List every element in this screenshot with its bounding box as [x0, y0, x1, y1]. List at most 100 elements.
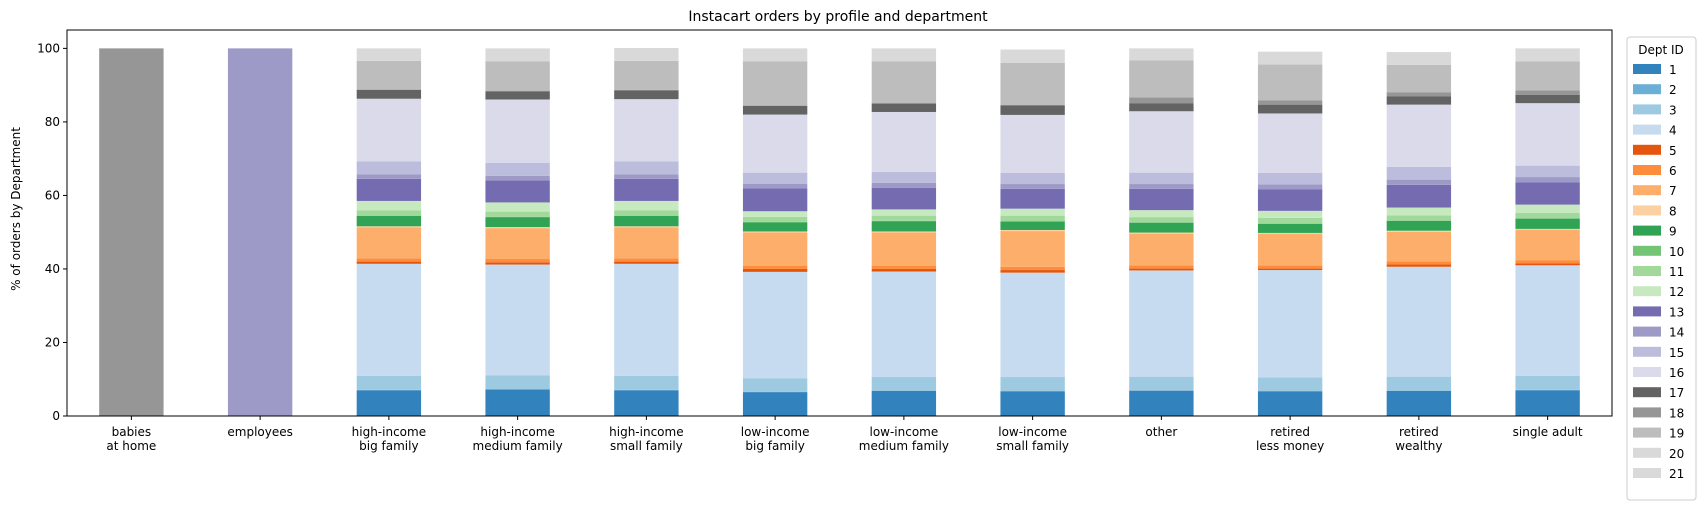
bar-segment-dept-17-cat-10	[1386, 96, 1452, 105]
bar-segment-dept-17-cat-5	[742, 105, 808, 115]
x-tick-label: employees	[227, 425, 292, 439]
x-tick-label: high-income medium family	[473, 425, 563, 453]
bar-segment-dept-19-cat-9	[1257, 64, 1323, 101]
bar-segment-dept-3-cat-6	[871, 377, 937, 391]
bar-segment-dept-20-cat-4	[614, 48, 679, 61]
bar-segment-dept-12-cat-9	[1257, 210, 1323, 218]
bar-segment-dept-11-cat-4	[614, 210, 679, 216]
legend-swatch-3	[1633, 104, 1661, 115]
bar-segment-dept-1-cat-3	[485, 389, 550, 416]
bar-segment-dept-17-cat-4	[614, 90, 679, 100]
x-tick-label: high-income big family	[352, 425, 426, 453]
y-axis-label: % of orders by Department	[9, 127, 23, 291]
bar-segment-dept-15-cat-3	[485, 162, 550, 176]
bar-segment-dept-9-cat-10	[1386, 220, 1452, 231]
bar-segment-dept-1-cat-5	[742, 392, 808, 416]
bar-segment-dept-17-cat-2	[356, 89, 422, 99]
legend-label-8: 8	[1669, 204, 1677, 218]
legend-swatch-18	[1633, 407, 1661, 418]
bar-segment-dept-17-cat-6	[871, 103, 937, 112]
bar-segment-dept-8-cat-11	[1515, 228, 1580, 230]
x-tick-label-line: high-income	[609, 425, 683, 439]
bar-segment-dept-16-cat-4	[614, 99, 679, 162]
bar-segment-dept-16-cat-6	[871, 111, 937, 172]
x-tick-label: retired less money	[1256, 425, 1324, 453]
bar-segment-dept-3-cat-2	[356, 375, 422, 390]
legend-label-14: 14	[1669, 326, 1684, 340]
bar-segment-dept-14-cat-5	[742, 183, 808, 189]
bar-segment-dept-19-cat-11	[1515, 61, 1580, 91]
bar-segment-dept-18-cat-10	[1386, 92, 1452, 97]
bar-segment-dept-9-cat-7	[1000, 221, 1065, 230]
bar-segment-dept-6-cat-2	[356, 258, 422, 262]
bar-segment-dept-11-cat-9	[1257, 217, 1323, 224]
bar-segment-dept-5-cat-8	[1129, 268, 1194, 271]
legend-label-4: 4	[1669, 124, 1677, 138]
legend-label-2: 2	[1669, 83, 1677, 97]
bar-segment-dept-4-cat-10	[1386, 266, 1452, 377]
bar-segment-dept-14-cat-2	[356, 174, 422, 179]
bar-segment-dept-8-cat-10	[1386, 230, 1452, 232]
bar-segment-dept-9-cat-5	[742, 222, 808, 232]
bar-segment-dept-5-cat-9	[1257, 268, 1323, 271]
bar-segment-dept-14-cat-6	[871, 182, 937, 188]
bar-segment-dept-6-cat-5	[742, 265, 808, 269]
bar-segment-dept-19-cat-3	[485, 61, 550, 91]
bar-segment-dept-6-cat-4	[614, 258, 679, 262]
bar-segment-dept-13-cat-5	[742, 188, 808, 212]
bar-segment-dept-5-cat-4	[614, 261, 679, 264]
x-tick-label: low-income big family	[741, 425, 810, 453]
bar-segment-dept-15-cat-7	[1000, 173, 1065, 185]
legend-swatch-15	[1633, 346, 1661, 357]
x-tick-label-line: less money	[1256, 439, 1324, 453]
x-tick-label-line: wealthy	[1395, 439, 1442, 453]
y-tick-label: 100	[37, 41, 60, 55]
bar-segment-dept-9-cat-6	[871, 221, 937, 232]
x-tick-label-line: big family	[745, 439, 804, 453]
x-tick-label-line: high-income	[480, 425, 554, 439]
bar-segment-dept-12-cat-5	[742, 211, 808, 217]
bar-segment-dept-18-cat-9	[1257, 100, 1323, 105]
bar-segment-dept-9-cat-2	[356, 216, 422, 227]
legend-swatch-8	[1633, 205, 1661, 216]
x-tick-label-line: small family	[996, 439, 1069, 453]
bar-segment-dept-11-cat-2	[356, 210, 422, 216]
legend: Dept ID 12345678910111213141516171819202…	[1626, 36, 1697, 501]
bar-segment-dept-17-cat-9	[1257, 104, 1323, 114]
bar-segment-dept-14-cat-4	[614, 174, 679, 179]
legend-swatch-11	[1633, 266, 1661, 276]
bar-segment-dept-1-cat-9	[1257, 391, 1323, 416]
legend-label-15: 15	[1669, 346, 1684, 360]
bar-segment-dept-12-cat-3	[485, 202, 550, 212]
bar-segment-dept-13-cat-10	[1386, 184, 1452, 208]
bar-segment-dept-20-cat-2	[356, 48, 422, 61]
bar-segment-dept-1-cat-11	[1515, 390, 1580, 416]
bar-segment-dept-20-cat-3	[485, 48, 550, 62]
bar-segment-dept-1-cat-6	[871, 391, 937, 416]
bar-segment-dept-8-cat-2	[356, 226, 422, 228]
plot-area	[66, 29, 1613, 417]
bar-segment-dept-9-cat-4	[614, 216, 679, 227]
x-tick-label-line: employees	[227, 425, 292, 439]
y-tick-label: 80	[45, 115, 60, 129]
bar-segment-dept-16-cat-11	[1515, 103, 1580, 166]
legend-label-6: 6	[1669, 164, 1677, 178]
x-tick-label-line: retired	[1270, 425, 1310, 439]
bar-segment-dept-11-cat-3	[485, 211, 550, 217]
bar-segment-dept-5-cat-6	[871, 268, 937, 272]
legend-swatch-7	[1633, 185, 1661, 196]
x-tick-label: other	[1145, 425, 1177, 439]
bar-segment-dept-4-cat-3	[485, 264, 550, 376]
bar-segment-dept-9-cat-8	[1129, 222, 1194, 233]
bar-segment-dept-4-cat-9	[1257, 270, 1323, 378]
bar-segment-dept-7-cat-4	[614, 227, 679, 259]
bar-segment-dept-16-cat-10	[1386, 104, 1452, 167]
bar-segment-dept-16-cat-5	[742, 114, 808, 173]
bar-segment-dept-6-cat-7	[1000, 266, 1065, 271]
legend-label-20: 20	[1669, 447, 1684, 461]
bar-segment-dept-3-cat-4	[614, 375, 679, 390]
x-tick-label: babies at home	[106, 425, 156, 453]
legend-label-16: 16	[1669, 366, 1684, 380]
chart-title: Instacart orders by profile and departme…	[688, 9, 988, 25]
